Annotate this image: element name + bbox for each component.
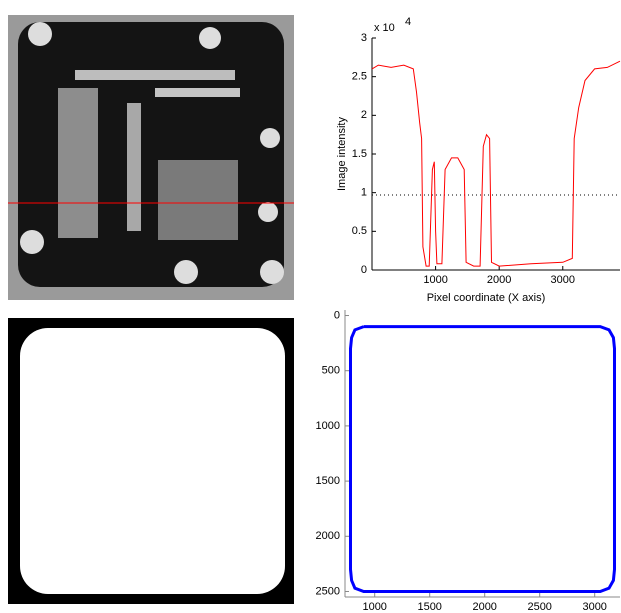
y-tick-label: 0: [361, 264, 367, 276]
x-tick-label: 1000: [423, 274, 447, 286]
y-tick-label: 3: [361, 32, 367, 44]
y-axis-label: Image intensity: [336, 117, 348, 191]
photo: [8, 15, 294, 300]
data-line: [349, 325, 616, 593]
y-tick-label: 2000: [316, 530, 340, 542]
y-tick-label: 1.5: [352, 148, 367, 160]
y-tick-label: 1000: [316, 420, 340, 432]
x-tick-label: 3000: [582, 601, 606, 613]
x-tick-label: 2000: [487, 274, 511, 286]
x-tick-label: 2000: [472, 601, 496, 613]
x-tick-label: 1500: [417, 601, 441, 613]
x-tick-label: 2500: [527, 601, 551, 613]
y-multiplier: x 10: [374, 22, 395, 34]
y-tick-label: 0: [334, 309, 340, 321]
y-tick-label: 500: [322, 365, 340, 377]
x-axis-label: Pixel coordinate (X axis): [427, 292, 546, 304]
y-multiplier-exponent: 4: [405, 16, 411, 28]
data-line: [371, 60, 621, 267]
x-tick-label: 1000: [362, 601, 386, 613]
y-tick-label: 2.5: [352, 71, 367, 83]
y-tick-label: 0.5: [352, 225, 367, 237]
y-tick-label: 2500: [316, 585, 340, 597]
y-tick-label: 1500: [316, 475, 340, 487]
y-tick-label: 2: [361, 109, 367, 121]
y-tick-label: 1: [361, 187, 367, 199]
x-tick-label: 3000: [551, 274, 575, 286]
mask-image: [8, 318, 294, 604]
